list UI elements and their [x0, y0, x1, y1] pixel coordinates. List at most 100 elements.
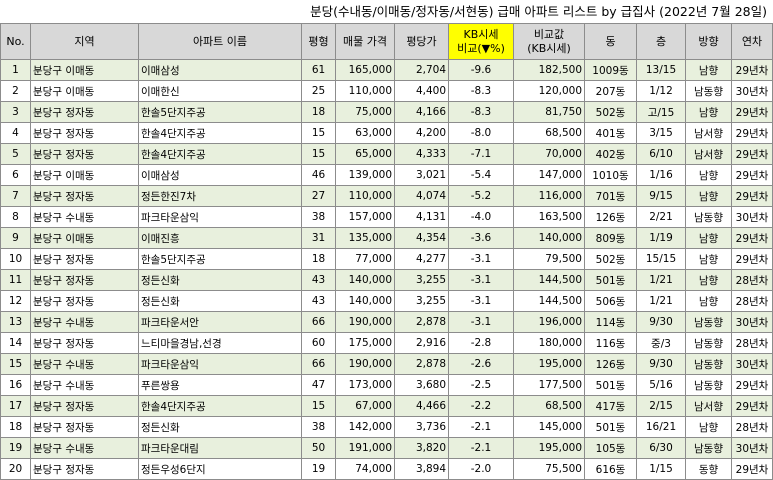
cell-region[interactable]: 분당구 정자동 — [30, 122, 139, 144]
cell-age[interactable]: 29년차 — [731, 101, 773, 123]
cell-kb-compare[interactable]: -8.3 — [448, 101, 514, 123]
cell-age[interactable]: 28년차 — [731, 332, 773, 354]
cell-floor[interactable]: 1/12 — [636, 80, 686, 102]
cell-compare-value[interactable]: 116,000 — [513, 185, 585, 207]
cell-size[interactable]: 50 — [301, 437, 336, 459]
cell-floor[interactable]: 9/15 — [636, 185, 686, 207]
cell-dong[interactable]: 126동 — [584, 206, 637, 228]
cell-no[interactable]: 17 — [0, 395, 31, 417]
cell-kb-compare[interactable]: -3.1 — [448, 269, 514, 291]
cell-compare-value[interactable]: 68,500 — [513, 395, 585, 417]
cell-price[interactable]: 65,000 — [335, 143, 395, 165]
cell-price-per-pyeong[interactable]: 4,166 — [394, 101, 449, 123]
cell-apartment-name[interactable]: 정든신화 — [138, 416, 302, 438]
cell-kb-compare[interactable]: -3.1 — [448, 311, 514, 333]
cell-floor[interactable]: 13/15 — [636, 59, 686, 81]
cell-compare-value[interactable]: 120,000 — [513, 80, 585, 102]
cell-apartment-name[interactable]: 파크타운삼익 — [138, 353, 302, 375]
cell-apartment-name[interactable]: 정든신화 — [138, 269, 302, 291]
cell-price-per-pyeong[interactable]: 3,820 — [394, 437, 449, 459]
cell-price[interactable]: 142,000 — [335, 416, 395, 438]
cell-price-per-pyeong[interactable]: 4,074 — [394, 185, 449, 207]
cell-price[interactable]: 140,000 — [335, 269, 395, 291]
cell-dong[interactable]: 502동 — [584, 101, 637, 123]
cell-dong[interactable]: 114동 — [584, 311, 637, 333]
cell-direction[interactable]: 남동향 — [685, 374, 732, 396]
cell-apartment-name[interactable]: 한솔4단지주공 — [138, 143, 302, 165]
cell-compare-value[interactable]: 140,000 — [513, 227, 585, 249]
cell-no[interactable]: 9 — [0, 227, 31, 249]
cell-floor[interactable]: 1/21 — [636, 290, 686, 312]
cell-price[interactable]: 139,000 — [335, 164, 395, 186]
cell-direction[interactable]: 남동향 — [685, 332, 732, 354]
cell-no[interactable]: 7 — [0, 185, 31, 207]
cell-direction[interactable]: 남향 — [685, 59, 732, 81]
header-price[interactable]: 매물 가격 — [335, 23, 395, 60]
cell-apartment-name[interactable]: 이매삼성 — [138, 164, 302, 186]
cell-dong[interactable]: 616동 — [584, 458, 637, 480]
cell-direction[interactable]: 남동향 — [685, 206, 732, 228]
cell-kb-compare[interactable]: -5.4 — [448, 164, 514, 186]
cell-age[interactable]: 29년차 — [731, 122, 773, 144]
cell-floor[interactable]: 2/21 — [636, 206, 686, 228]
cell-price[interactable]: 175,000 — [335, 332, 395, 354]
cell-region[interactable]: 분당구 이매동 — [30, 80, 139, 102]
cell-no[interactable]: 2 — [0, 80, 31, 102]
cell-no[interactable]: 14 — [0, 332, 31, 354]
cell-direction[interactable]: 동향 — [685, 458, 732, 480]
header-direction[interactable]: 방향 — [685, 23, 732, 60]
cell-price[interactable]: 63,000 — [335, 122, 395, 144]
cell-age[interactable]: 29년차 — [731, 164, 773, 186]
cell-compare-value[interactable]: 182,500 — [513, 59, 585, 81]
cell-price-per-pyeong[interactable]: 4,131 — [394, 206, 449, 228]
cell-compare-value[interactable]: 147,000 — [513, 164, 585, 186]
cell-apartment-name[interactable]: 파크타운서안 — [138, 311, 302, 333]
cell-price[interactable]: 157,000 — [335, 206, 395, 228]
cell-kb-compare[interactable]: -2.8 — [448, 332, 514, 354]
cell-no[interactable]: 6 — [0, 164, 31, 186]
cell-region[interactable]: 분당구 이매동 — [30, 164, 139, 186]
cell-floor[interactable]: 6/10 — [636, 143, 686, 165]
cell-size[interactable]: 43 — [301, 290, 336, 312]
cell-dong[interactable]: 506동 — [584, 290, 637, 312]
cell-price-per-pyeong[interactable]: 3,021 — [394, 164, 449, 186]
cell-compare-value[interactable]: 144,500 — [513, 290, 585, 312]
cell-no[interactable]: 10 — [0, 248, 31, 270]
cell-region[interactable]: 분당구 정자동 — [30, 185, 139, 207]
cell-region[interactable]: 분당구 이매동 — [30, 59, 139, 81]
cell-kb-compare[interactable]: -3.1 — [448, 248, 514, 270]
cell-floor[interactable]: 15/15 — [636, 248, 686, 270]
cell-dong[interactable]: 401동 — [584, 122, 637, 144]
cell-dong[interactable]: 501동 — [584, 374, 637, 396]
cell-compare-value[interactable]: 196,000 — [513, 311, 585, 333]
cell-kb-compare[interactable]: -2.2 — [448, 395, 514, 417]
cell-age[interactable]: 30년차 — [731, 80, 773, 102]
cell-price[interactable]: 135,000 — [335, 227, 395, 249]
cell-kb-compare[interactable]: -8.0 — [448, 122, 514, 144]
cell-price[interactable]: 191,000 — [335, 437, 395, 459]
cell-age[interactable]: 28년차 — [731, 290, 773, 312]
cell-direction[interactable]: 남서향 — [685, 143, 732, 165]
cell-floor[interactable]: 1/21 — [636, 269, 686, 291]
cell-size[interactable]: 18 — [301, 248, 336, 270]
cell-age[interactable]: 30년차 — [731, 206, 773, 228]
cell-dong[interactable]: 809동 — [584, 227, 637, 249]
cell-kb-compare[interactable]: -8.3 — [448, 80, 514, 102]
cell-apartment-name[interactable]: 이매한신 — [138, 80, 302, 102]
cell-kb-compare[interactable]: -2.1 — [448, 416, 514, 438]
cell-size[interactable]: 60 — [301, 332, 336, 354]
cell-kb-compare[interactable]: -3.6 — [448, 227, 514, 249]
cell-price[interactable]: 165,000 — [335, 59, 395, 81]
header-dong[interactable]: 동 — [584, 23, 637, 60]
header-region[interactable]: 지역 — [30, 23, 139, 60]
cell-direction[interactable]: 남향 — [685, 416, 732, 438]
cell-compare-value[interactable]: 180,000 — [513, 332, 585, 354]
cell-dong[interactable]: 402동 — [584, 143, 637, 165]
cell-floor[interactable]: 1/15 — [636, 458, 686, 480]
cell-region[interactable]: 분당구 정자동 — [30, 269, 139, 291]
cell-floor[interactable]: 2/15 — [636, 395, 686, 417]
cell-kb-compare[interactable]: -5.2 — [448, 185, 514, 207]
cell-apartment-name[interactable]: 정든우성6단지 — [138, 458, 302, 480]
cell-apartment-name[interactable]: 파크타운대림 — [138, 437, 302, 459]
cell-size[interactable]: 61 — [301, 59, 336, 81]
